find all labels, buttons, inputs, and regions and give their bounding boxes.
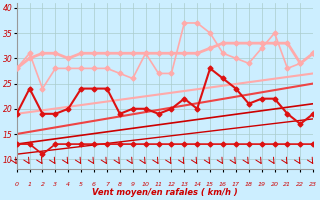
X-axis label: Vent moyen/en rafales ( km/h ): Vent moyen/en rafales ( km/h ) (92, 188, 238, 197)
